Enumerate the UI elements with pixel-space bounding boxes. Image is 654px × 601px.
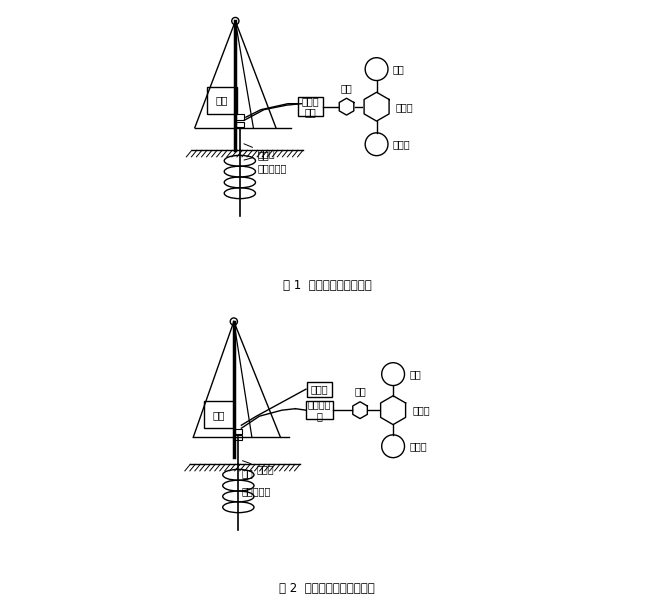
Text: 钻机: 钻机 — [216, 96, 228, 106]
Text: 浆桶: 浆桶 — [354, 386, 366, 397]
Text: 旋喷固结体: 旋喷固结体 — [241, 486, 271, 496]
Text: 图 1  单管旋喷注浆示意图: 图 1 单管旋喷注浆示意图 — [283, 279, 371, 292]
Text: 搅拌机: 搅拌机 — [412, 405, 430, 415]
Text: 高压泥浆
泵: 高压泥浆 泵 — [308, 400, 331, 421]
Text: 搅拌机: 搅拌机 — [396, 102, 413, 112]
FancyBboxPatch shape — [236, 122, 244, 127]
Text: 图 2  二重管旋喷注浆示意图: 图 2 二重管旋喷注浆示意图 — [279, 582, 375, 596]
FancyBboxPatch shape — [234, 429, 242, 434]
Text: 喷头: 喷头 — [244, 150, 269, 160]
Text: 注浆管: 注浆管 — [244, 144, 275, 158]
Text: 水泥仓: 水泥仓 — [392, 139, 410, 149]
Text: 空压机: 空压机 — [311, 384, 328, 394]
Text: 水箱: 水箱 — [392, 64, 404, 74]
Text: 水泥仓: 水泥仓 — [409, 441, 426, 451]
Text: 高压泥
浆泵: 高压泥 浆泵 — [301, 96, 319, 117]
Text: 水箱: 水箱 — [409, 369, 421, 379]
Text: 钻机: 钻机 — [213, 410, 225, 419]
Text: 喷头: 喷头 — [241, 468, 253, 478]
Text: 浆桶: 浆桶 — [341, 83, 353, 93]
FancyBboxPatch shape — [234, 435, 242, 440]
Text: 注浆管: 注浆管 — [243, 461, 274, 474]
FancyBboxPatch shape — [236, 114, 244, 120]
Text: 旋喷固结体: 旋喷固结体 — [258, 163, 287, 173]
